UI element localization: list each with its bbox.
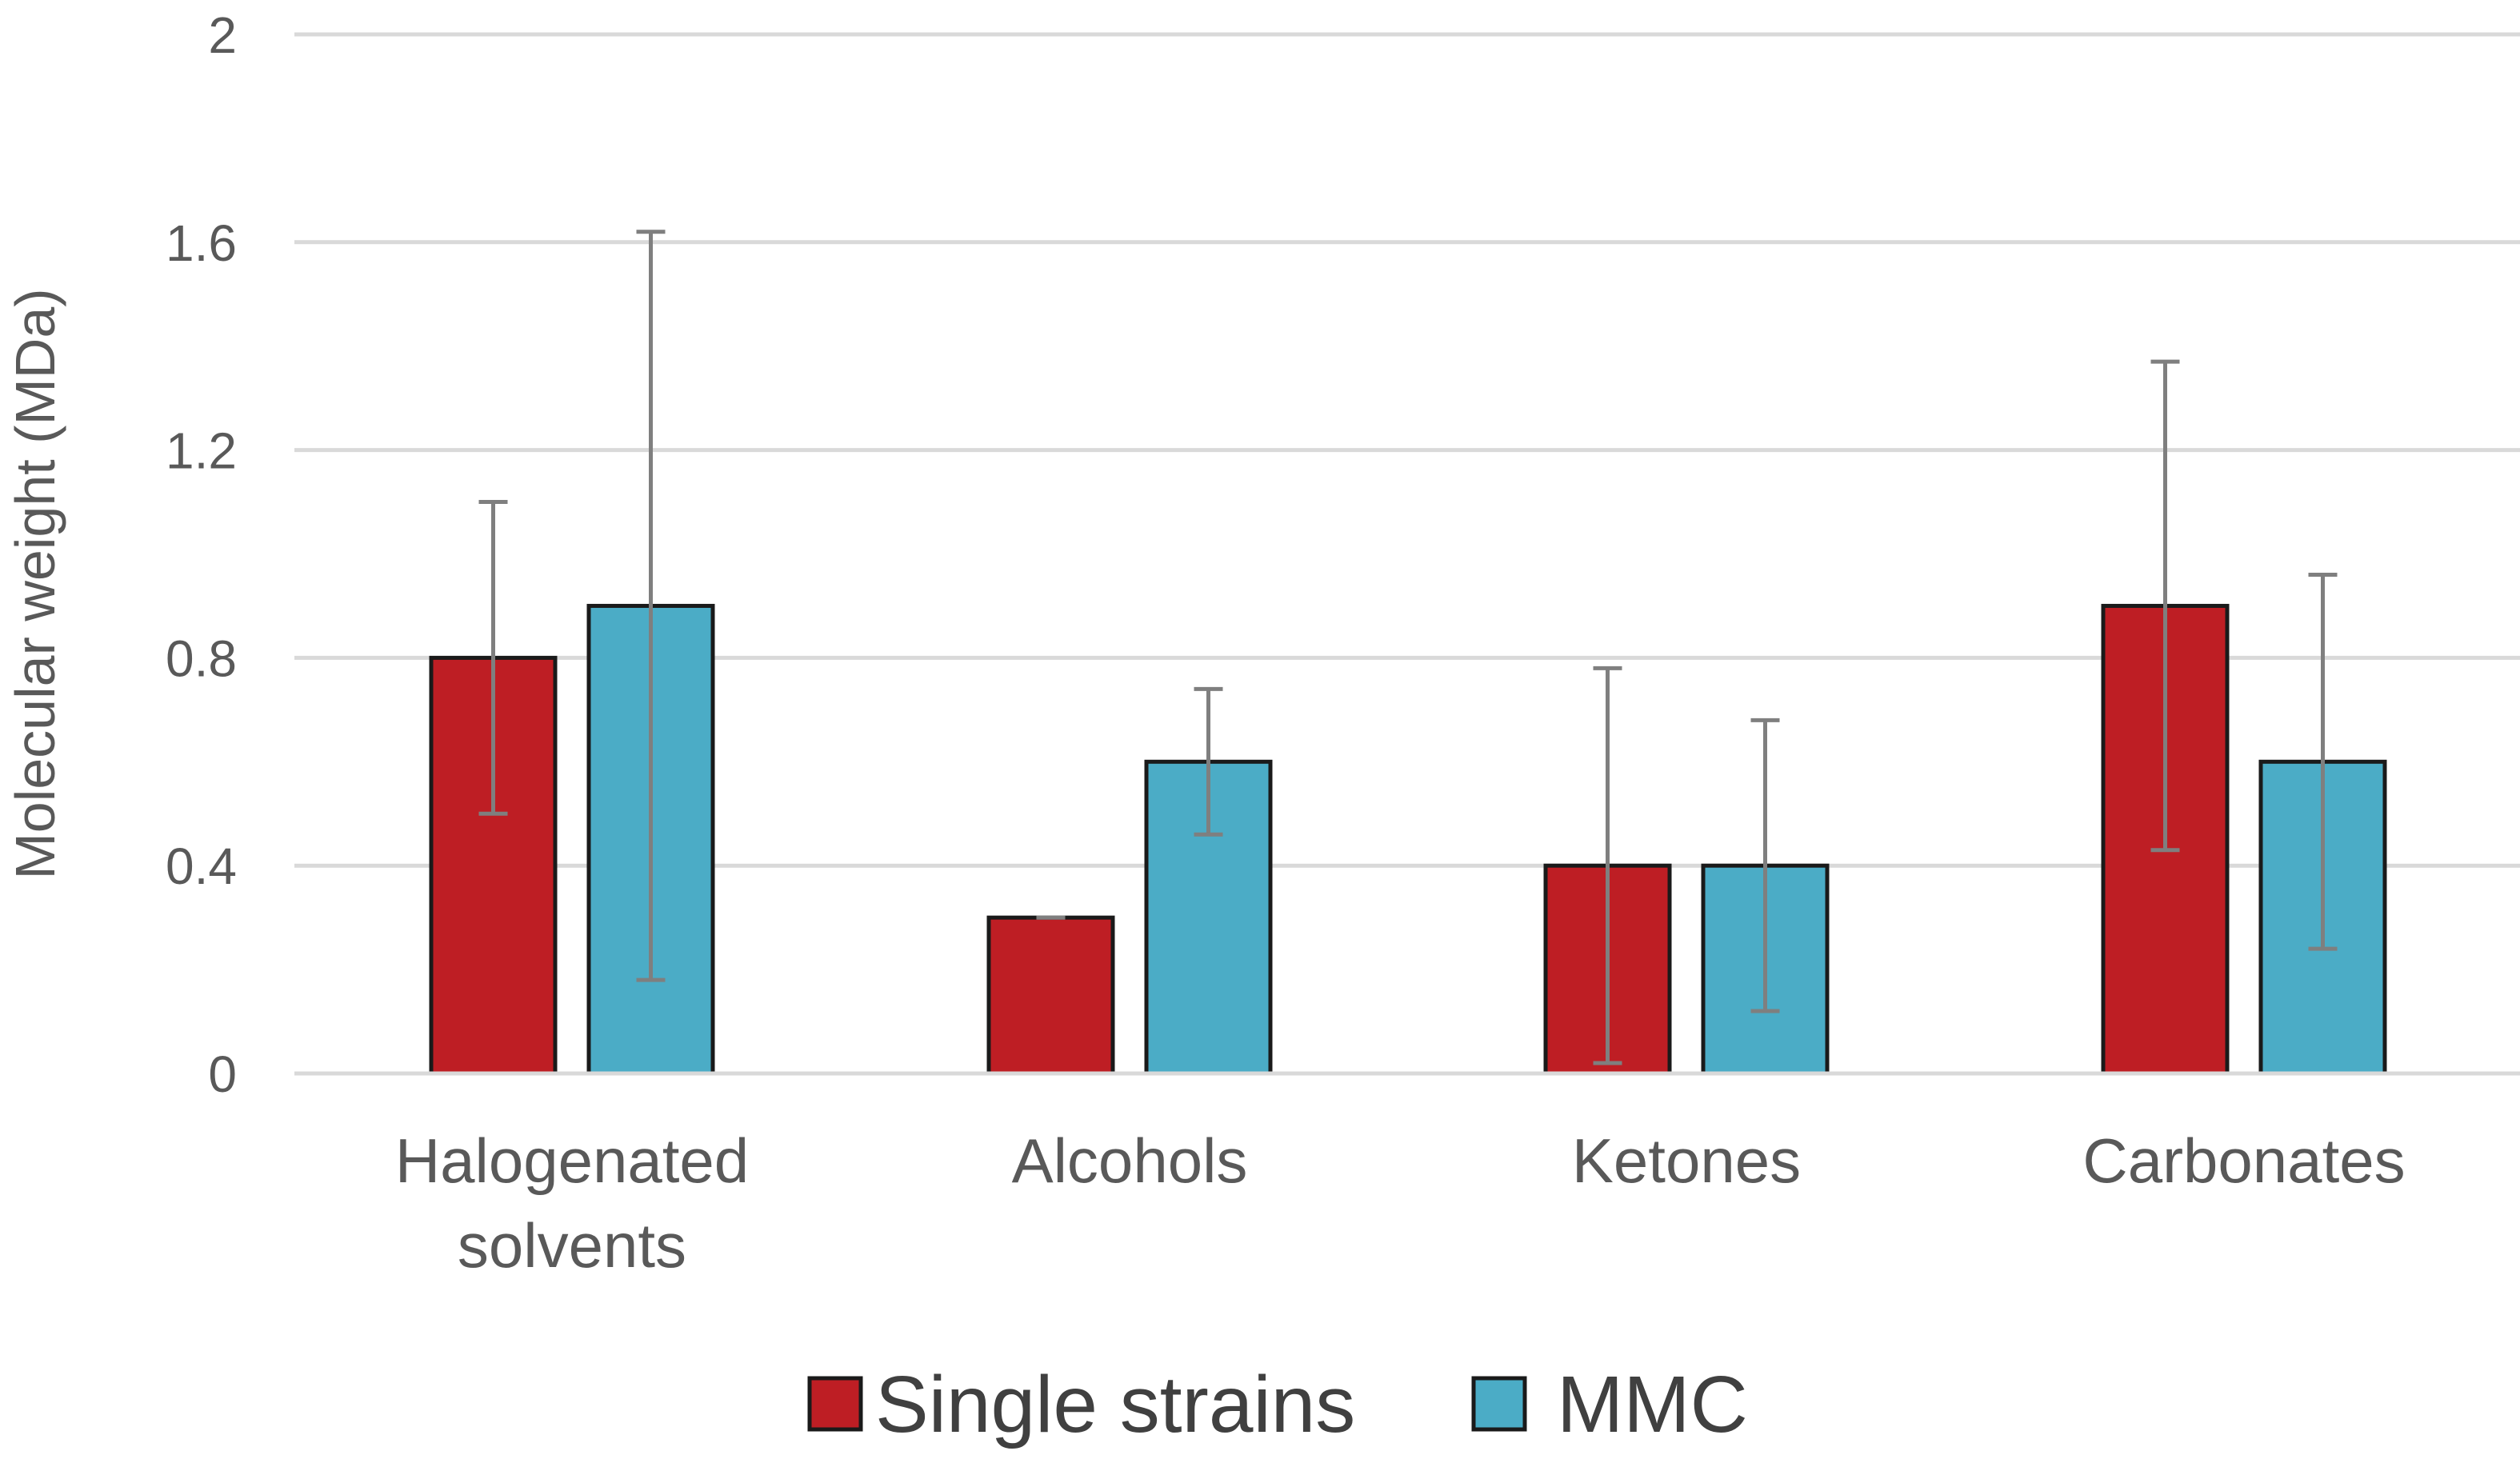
x-category-label: Halogenated bbox=[395, 1125, 749, 1196]
x-category-label: Carbonates bbox=[2082, 1125, 2405, 1196]
legend: Single strains MMC bbox=[807, 1360, 1748, 1449]
y-tick-label: 1.2 bbox=[166, 422, 237, 480]
bars bbox=[429, 603, 2387, 1076]
y-tick-label: 0 bbox=[208, 1045, 237, 1103]
y-tick-label: 0.8 bbox=[166, 630, 237, 687]
legend-label: MMC bbox=[1557, 1360, 1748, 1449]
y-axis-tick-labels: 0 0.4 0.8 1.2 1.6 2 bbox=[166, 6, 237, 1103]
y-tick-label: 1.6 bbox=[166, 214, 237, 272]
y-tick-label: 2 bbox=[208, 6, 237, 64]
error-bars bbox=[478, 230, 2338, 1065]
legend-swatch bbox=[1471, 1376, 1527, 1432]
x-category-label: Ketones bbox=[1572, 1125, 1801, 1196]
x-axis-category-labels: Halogenated solvents Alcohols Ketones Carbon… bbox=[395, 1125, 2406, 1281]
error-bar bbox=[2150, 359, 2180, 853]
legend-item: Single strains bbox=[807, 1360, 1355, 1449]
x-category-label: Alcohols bbox=[1012, 1125, 1248, 1196]
legend-item: MMC bbox=[1471, 1360, 1748, 1449]
error-bar bbox=[2308, 572, 2338, 951]
y-tick-label: 0.4 bbox=[166, 837, 237, 895]
legend-swatch bbox=[807, 1376, 863, 1432]
bar-single-strains-1 bbox=[986, 915, 1115, 1076]
error-bar bbox=[1593, 666, 1622, 1065]
legend-label: Single strains bbox=[875, 1360, 1355, 1449]
error-bar bbox=[1750, 718, 1780, 1013]
y-axis-title: Molecular weight (MDa) bbox=[4, 288, 66, 879]
error-bar bbox=[1194, 686, 1223, 837]
error-bar bbox=[636, 230, 666, 982]
x-category-label: solvents bbox=[458, 1210, 686, 1281]
error-bar bbox=[478, 500, 508, 816]
